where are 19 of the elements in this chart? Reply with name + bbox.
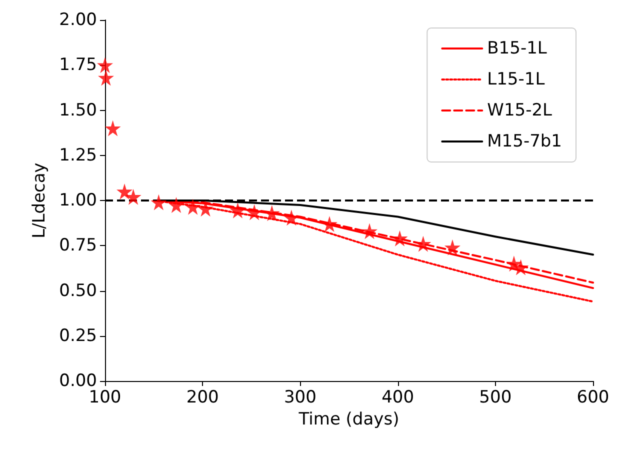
y-tick-label: 0.25 (59, 326, 97, 346)
y-tick-label: 1.00 (59, 190, 97, 210)
y-tick-label: 1.50 (59, 100, 97, 120)
x-tick-label: 600 (576, 388, 610, 408)
legend-label: L15-1L (487, 70, 546, 90)
legend-label: M15-7b1 (487, 132, 562, 152)
x-tick-label: 200 (186, 388, 219, 408)
y-axis-title: L/Ldecay (30, 162, 50, 238)
legend-label: W15-2L (487, 100, 553, 120)
y-tick-label: 1.25 (59, 145, 97, 166)
y-tick-label: 0.75 (59, 236, 97, 256)
y-tick-label: 1.75 (59, 55, 97, 76)
x-tick-label: 500 (479, 388, 512, 408)
y-tick-label: 2.00 (59, 10, 97, 30)
x-axis-title: Time (days) (298, 410, 400, 430)
legend-label: B15-1L (487, 38, 548, 58)
x-tick-label: 300 (284, 388, 316, 408)
y-tick-label: 0.50 (59, 280, 97, 301)
x-tick-label: 400 (382, 388, 414, 408)
